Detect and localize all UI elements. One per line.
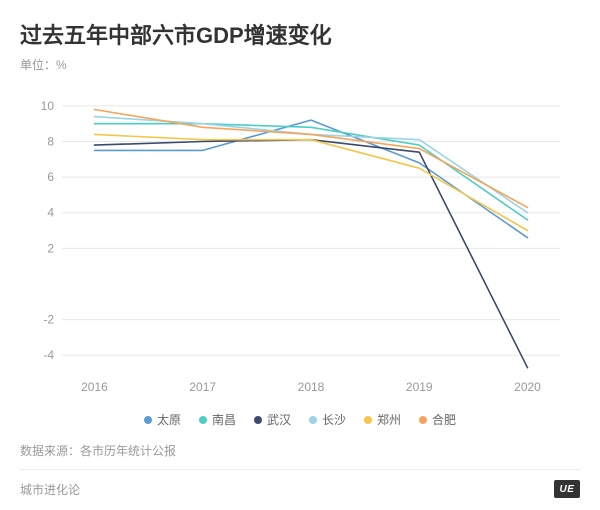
legend-label: 南昌 [212,411,236,428]
legend-dot-icon [364,416,372,424]
y-tick-label: 6 [47,170,54,184]
x-tick-label: 2017 [189,380,216,394]
legend-label: 长沙 [322,411,346,428]
legend-label: 郑州 [377,411,401,428]
y-tick-label: -4 [43,348,54,362]
legend-label: 合肥 [432,411,456,428]
y-tick-label: 4 [47,206,54,220]
legend-dot-icon [199,416,207,424]
y-tick-label: 10 [41,99,55,113]
legend-dot-icon [309,416,317,424]
chart-subtitle: 单位：% [20,56,580,73]
series-line [95,134,528,230]
x-tick-label: 2020 [514,380,541,394]
legend-item: 太原 [144,411,181,428]
x-tick-label: 2016 [81,380,108,394]
legend-item: 合肥 [419,411,456,428]
legend-item: 武汉 [254,411,291,428]
chart-area: -4 -2 2 4 6 8 10 2016 2017 2018 2019 2020 [20,83,580,403]
legend-dot-icon [144,416,152,424]
y-tick-label: 2 [47,241,54,255]
legend-item: 郑州 [364,411,401,428]
line-chart-svg: -4 -2 2 4 6 8 10 2016 2017 2018 2019 2020 [20,83,580,403]
y-tick-label: -2 [43,313,54,327]
legend: 太原 南昌 武汉 长沙 郑州 合肥 [20,411,580,428]
legend-dot-icon [419,416,427,424]
legend-label: 武汉 [267,411,291,428]
footer-text: 城市进化论 [20,481,80,498]
legend-label: 太原 [157,411,181,428]
series-line [95,140,528,368]
y-tick-label: 8 [47,135,54,149]
x-tick-label: 2018 [298,380,325,394]
legend-dot-icon [254,416,262,424]
data-source: 数据来源：各市历年统计公报 [20,442,580,470]
series-line [95,117,528,213]
watermark-icon: UE [554,480,580,498]
legend-item: 长沙 [309,411,346,428]
chart-title: 过去五年中部六市GDP增速变化 [20,18,580,50]
legend-item: 南昌 [199,411,236,428]
x-tick-label: 2019 [406,380,433,394]
